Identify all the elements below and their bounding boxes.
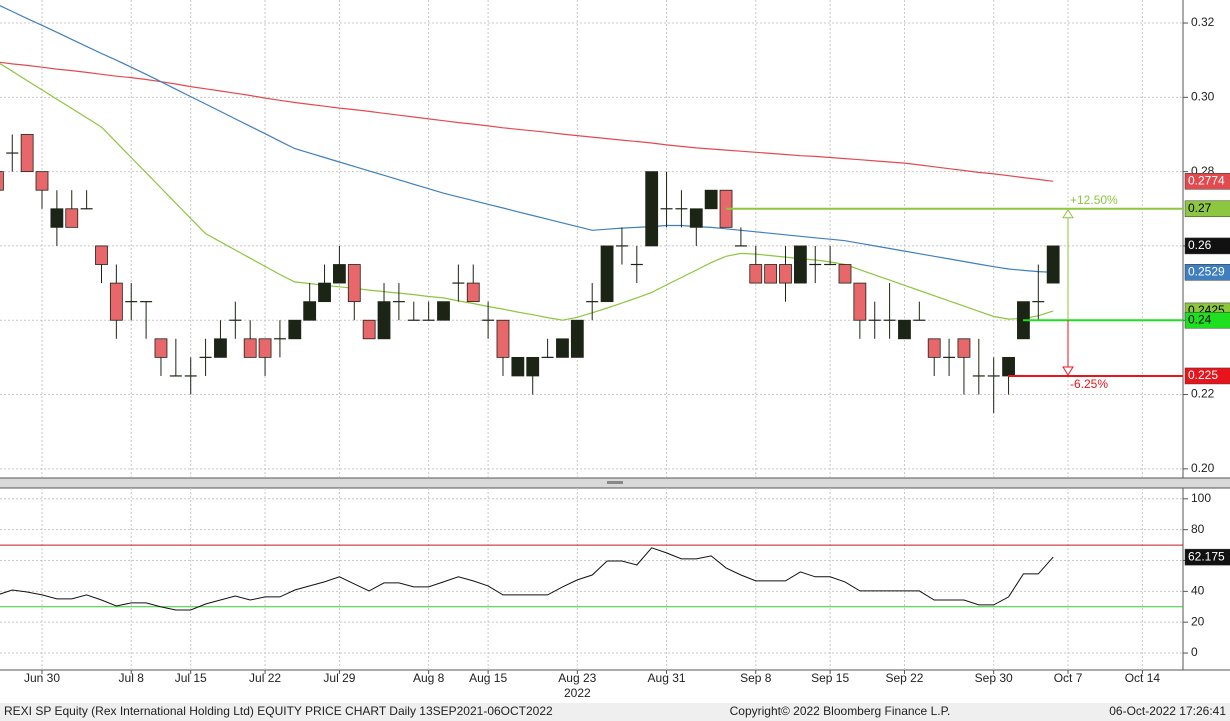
x-tick-label: Aug 31 bbox=[648, 671, 686, 685]
x-tick-label: Jul 8 bbox=[119, 671, 145, 685]
candle-body bbox=[898, 319, 911, 340]
level-value: 0.24 bbox=[1188, 312, 1212, 326]
x-tick-label: Sep 8 bbox=[740, 671, 772, 685]
level-change-label: +12.50% bbox=[1070, 193, 1118, 207]
candle-body bbox=[214, 338, 227, 358]
candle-body bbox=[704, 189, 718, 210]
footer-center: Copyright© 2022 Bloomberg Finance L.P. bbox=[730, 704, 951, 718]
candle-body bbox=[0, 171, 4, 191]
candle-body bbox=[511, 356, 525, 377]
level-value: 0.27 bbox=[1188, 201, 1212, 215]
x-tick-label: Aug 23 bbox=[558, 671, 596, 685]
candle-body bbox=[853, 282, 867, 321]
candle-body bbox=[645, 171, 659, 247]
candle-body bbox=[556, 338, 569, 358]
candle-body bbox=[1046, 245, 1060, 284]
moving-average bbox=[0, 5, 1054, 273]
candle-body bbox=[793, 245, 807, 284]
x-tick-label: Jun 30 bbox=[24, 671, 60, 685]
x-tick-label: Sep 30 bbox=[975, 671, 1013, 685]
x-tick-label: Aug 15 bbox=[469, 671, 507, 685]
candle-body bbox=[288, 319, 302, 340]
level-value-box bbox=[1184, 200, 1230, 218]
x-tick-label: Sep 22 bbox=[885, 671, 923, 685]
x-sublabel: 2022 bbox=[564, 686, 591, 700]
ma-last-value: 0.2529 bbox=[1188, 264, 1225, 278]
y-tick-label: 0.30 bbox=[1191, 90, 1215, 104]
y-tick-label: 40 bbox=[1191, 584, 1205, 598]
candle-body bbox=[764, 264, 778, 284]
level-value: 0.225 bbox=[1188, 368, 1218, 382]
candle-body bbox=[333, 264, 346, 284]
candle-body bbox=[957, 338, 971, 358]
candle-body bbox=[749, 264, 763, 284]
candle-body bbox=[347, 264, 361, 303]
candle-body bbox=[95, 245, 108, 265]
candle-body bbox=[109, 282, 123, 321]
candle-body bbox=[243, 338, 257, 358]
candle-body bbox=[838, 264, 852, 284]
candle-body bbox=[258, 338, 272, 358]
candle-body bbox=[927, 338, 941, 358]
moving-average bbox=[0, 61, 1054, 182]
rsi-last-value: 62.175 bbox=[1188, 549, 1225, 563]
level-change-label: -6.25% bbox=[1070, 377, 1108, 391]
y-tick-label: 0.20 bbox=[1191, 461, 1215, 475]
x-tick-label: Jul 22 bbox=[249, 671, 281, 685]
arrow-up-head bbox=[1062, 208, 1074, 219]
y-tick-label: 0 bbox=[1191, 645, 1198, 659]
candle-body bbox=[496, 319, 510, 358]
y-tick-label: 80 bbox=[1191, 522, 1205, 536]
last-price: 0.26 bbox=[1188, 238, 1212, 252]
y-tick-label: 100 bbox=[1191, 491, 1211, 505]
x-tick-label: Jul 15 bbox=[175, 671, 207, 685]
footer-right: 06-Oct-2022 17:26:41 bbox=[1109, 704, 1226, 718]
rsi-line bbox=[0, 547, 1054, 611]
y-tick-label: 20 bbox=[1191, 614, 1205, 628]
x-tick-label: Aug 8 bbox=[413, 671, 445, 685]
last-price-box bbox=[1184, 237, 1230, 255]
footer-left: REXI SP Equity (Rex International Holdin… bbox=[4, 704, 553, 718]
y-tick-label: 0.22 bbox=[1191, 387, 1215, 401]
rsi-last-value-box bbox=[1184, 548, 1230, 566]
x-tick-label: Jul 29 bbox=[323, 671, 355, 685]
candle-body bbox=[362, 319, 376, 340]
ma-last-value: 0.2774 bbox=[1188, 173, 1225, 187]
arrow-down-head bbox=[1062, 366, 1074, 376]
moving-average bbox=[0, 62, 1054, 321]
ma-last-value-box bbox=[1184, 173, 1230, 190]
x-tick-label: Oct 14 bbox=[1125, 671, 1161, 685]
candle-body bbox=[318, 282, 331, 303]
x-tick-label: Oct 7 bbox=[1054, 671, 1083, 685]
y-tick-label: 0.32 bbox=[1191, 15, 1215, 29]
candle-body bbox=[466, 282, 480, 303]
divider-grip[interactable] bbox=[607, 481, 623, 484]
level-value-box bbox=[1184, 311, 1230, 329]
candle-body bbox=[779, 264, 792, 284]
candle-body bbox=[437, 301, 450, 321]
x-tick-label: Sep 15 bbox=[811, 671, 849, 685]
candle-body bbox=[35, 171, 49, 191]
candle-body bbox=[689, 208, 703, 228]
candle-body bbox=[20, 134, 34, 173]
ma-last-value-box bbox=[1184, 264, 1230, 281]
candle-body bbox=[1002, 356, 1015, 377]
candle-body bbox=[154, 338, 168, 358]
level-value-box bbox=[1184, 367, 1230, 385]
candle-body bbox=[303, 301, 317, 321]
candle-body bbox=[377, 301, 391, 340]
candle-body bbox=[600, 245, 614, 303]
footer-bar bbox=[0, 703, 1230, 721]
candle-body bbox=[570, 319, 584, 358]
candle-body bbox=[526, 356, 540, 377]
candle-body bbox=[65, 208, 79, 228]
candle-body bbox=[50, 208, 64, 228]
